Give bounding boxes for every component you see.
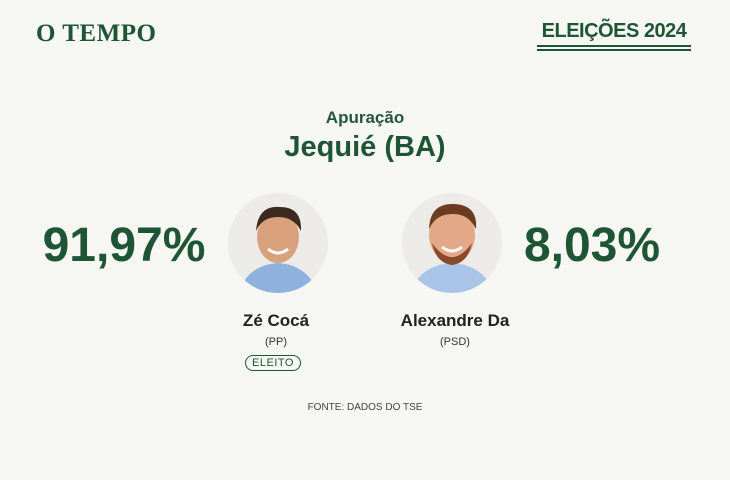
brand-underline: [537, 45, 691, 51]
brand: ELEIÇÕES 2024: [541, 20, 687, 42]
candidate-name: Zé Cocá: [242, 311, 310, 330]
candidate-name: Alexandre Da: [400, 311, 510, 330]
candidate-party: (PP): [265, 336, 287, 348]
source-note: FONTE: DADOS DO TSE: [307, 402, 423, 413]
logo: O TEMPO: [36, 20, 157, 47]
elected-badge: ELEITO: [245, 355, 301, 371]
candidate-party: (PSD): [440, 336, 470, 348]
subtitle: Apuração: [325, 108, 405, 127]
candidate-photo: [228, 193, 328, 293]
city-title: Jequié (BA): [284, 131, 446, 163]
candidate-percent: 91,97%: [42, 219, 206, 272]
candidate-percent: 8,03%: [523, 219, 661, 272]
candidate-photo: [402, 193, 502, 293]
